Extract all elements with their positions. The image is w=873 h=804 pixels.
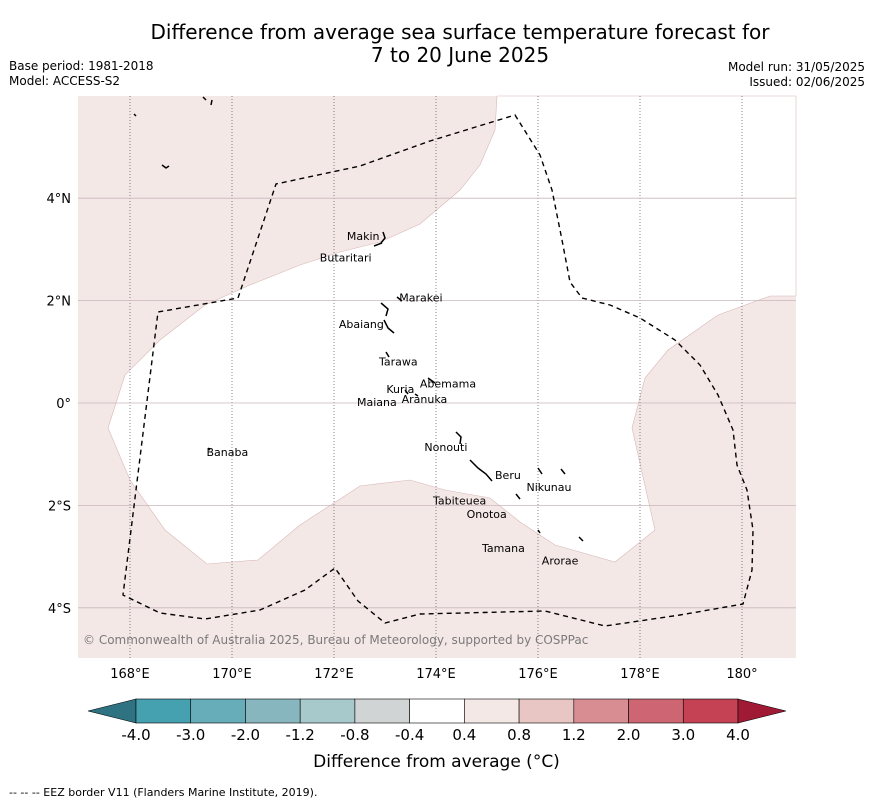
latitude-tick-label: 0° <box>56 397 71 412</box>
issued-date: Issued: 02/06/2025 <box>749 75 865 89</box>
colorbar-tick: 0.4 <box>452 726 476 744</box>
colorbar-bin <box>518 698 575 724</box>
colorbar-min-extension <box>87 698 137 724</box>
colorbar-bin <box>135 698 192 724</box>
place-labels: Makin Butaritari Marakei Abaiang Tarawa Maian… <box>207 230 579 568</box>
place-label: Kuria <box>386 383 414 396</box>
island-abemama <box>427 377 436 384</box>
colorbar-tick: 4.0 <box>726 726 750 744</box>
latitude-gridlines <box>78 197 796 609</box>
island-tamana <box>537 529 541 534</box>
colorbar-tick: -2.0 <box>231 726 260 744</box>
copyright-text: © Commonwealth of Australia 2025, Bureau… <box>83 633 588 647</box>
longitude-tick-label: 168°E <box>110 667 150 682</box>
colorbar-max-extension <box>737 698 787 724</box>
colorbar-tick: 1.2 <box>562 726 586 744</box>
island-banaba <box>207 447 211 451</box>
place-label: Arorae <box>542 555 579 568</box>
title-line-2: 7 to 20 June 2025 <box>370 43 550 67</box>
place-label: Marakei <box>399 292 442 305</box>
colorbar-bin <box>354 698 410 724</box>
island-aranuka <box>414 393 419 397</box>
place-label: Tabiteuea <box>432 495 486 508</box>
place-label: Banaba <box>207 446 249 459</box>
model-info: Base period: 1981-2018 Model: ACCESS-S2 <box>9 59 154 89</box>
place-label: Onotoa <box>467 508 507 521</box>
chart-title: Difference from average sea surface temp… <box>90 21 830 67</box>
longitude-tick-label: 170°E <box>212 667 252 682</box>
run-info: Model run: 31/05/2025 Issued: 02/06/2025 <box>728 60 865 90</box>
colorbar-tick: -1.2 <box>286 726 315 744</box>
colorbar-tick: -3.0 <box>176 726 205 744</box>
place-label: Nikunau <box>527 481 572 494</box>
title-line-1: Difference from average sea surface temp… <box>150 20 770 44</box>
latitude-tick-label: 2°S <box>48 499 71 514</box>
latitude-labels: 4°N 2°N 0° 2°S 4°S <box>47 192 72 617</box>
colorbar-label-unit: °C) <box>532 752 560 772</box>
model-name: Model: ACCESS-S2 <box>9 74 121 88</box>
island-beru <box>537 467 543 475</box>
longitude-gridlines <box>129 96 743 658</box>
island-outlines <box>133 96 584 542</box>
place-label: Butaritari <box>320 251 372 264</box>
island-tabiteuea <box>469 459 493 482</box>
longitude-tick-label: 172°E <box>314 667 354 682</box>
place-label: Tarawa <box>378 355 418 368</box>
place-label: Abemama <box>420 378 476 391</box>
colorbar-bin <box>573 698 629 724</box>
island-kuria <box>404 389 409 395</box>
island-marakei <box>396 296 403 302</box>
longitude-tick-label: 174°E <box>416 667 456 682</box>
colorbar-bin <box>190 698 246 724</box>
island-makin <box>380 231 386 244</box>
place-label: Nonouti <box>424 441 467 454</box>
place-label: Maiana <box>357 396 397 409</box>
place-label: Beru <box>495 469 521 482</box>
colorbar-tick: 0.8 <box>507 726 531 744</box>
colorbar-tick: -4.0 <box>121 726 150 744</box>
colorbar <box>87 698 787 724</box>
island-nw-3 <box>202 96 213 106</box>
base-period: Base period: 1981-2018 <box>9 59 154 73</box>
latitude-tick-label: 2°N <box>47 295 72 310</box>
longitude-tick-label: 176°E <box>518 667 558 682</box>
place-label: Makin <box>347 230 380 243</box>
longitude-tick-label: 178°E <box>620 667 660 682</box>
model-run: Model run: 31/05/2025 <box>727 60 865 74</box>
colorbar-bin <box>464 698 520 724</box>
colorbar-tick: 2.0 <box>617 726 641 744</box>
colorbar-tick: -0.4 <box>395 726 424 744</box>
island-onotoa <box>515 493 521 500</box>
island-nw-2 <box>161 164 170 169</box>
eez-footnote: -- -- -- EEZ border V11 (Flanders Marine… <box>9 786 318 799</box>
longitude-labels: 168°E 170°E 172°E 174°E 176°E 178°E 180° <box>110 667 757 682</box>
colorbar-label: Difference from average (°C) <box>0 752 873 772</box>
island-butaritari <box>373 242 383 247</box>
eez-border <box>122 114 754 627</box>
latitude-tick-label: 4°N <box>47 192 72 207</box>
colorbar-bin <box>628 698 684 724</box>
longitude-tick-label: 180° <box>726 667 757 682</box>
island-nikunau <box>560 468 566 475</box>
island-abaiang <box>380 302 389 317</box>
colorbar-bin <box>682 698 739 724</box>
island-tarawa <box>383 319 395 334</box>
place-label: Aranuka <box>402 393 448 406</box>
island-nw-1 <box>133 113 137 117</box>
place-label: Tamana <box>481 542 525 555</box>
colorbar-tick-labels: -4.0 -3.0 -2.0 -1.2 -0.8 -0.4 0.4 0.8 1.2 2.0 3.0 4… <box>121 726 750 744</box>
island-maiana <box>385 351 390 358</box>
place-label: Abaiang <box>339 318 384 331</box>
near-normal-region <box>107 95 797 565</box>
colorbar-bin <box>409 698 465 724</box>
colorbar-tick: 3.0 <box>671 726 695 744</box>
colorbar-tick: -0.8 <box>340 726 369 744</box>
colorbar-label-text: Difference from average ( <box>313 752 533 772</box>
island-arorae <box>578 536 584 542</box>
island-nonouti <box>455 431 462 445</box>
colorbar-bin <box>299 698 356 724</box>
colorbar-bin <box>245 698 301 724</box>
latitude-tick-label: 4°S <box>48 602 71 617</box>
